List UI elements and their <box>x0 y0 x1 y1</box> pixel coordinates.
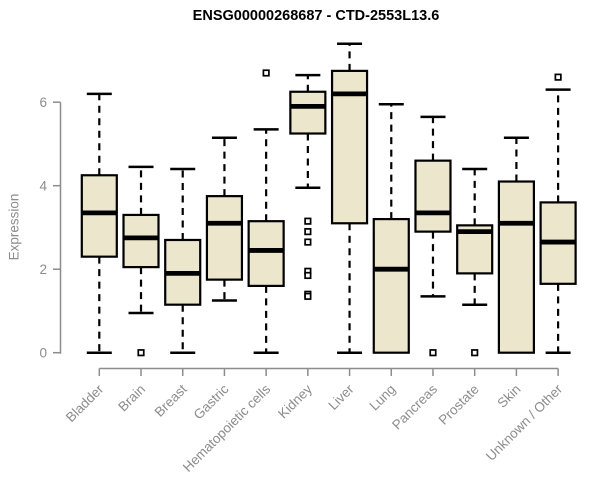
boxplot-brain <box>122 165 160 357</box>
x-axis-category-label: Kidney <box>275 381 315 421</box>
x-axis-category-label: Bladder <box>63 381 107 425</box>
outlier-point <box>304 292 312 300</box>
y-axis-tick-label: 2 <box>39 262 47 277</box>
y-axis-tick-label: 4 <box>39 178 47 193</box>
box <box>330 69 369 225</box>
boxplot-skin <box>497 136 535 354</box>
boxplot-breast <box>164 167 202 354</box>
boxplot-hematopoietic-cells <box>247 69 285 354</box>
boxplot-liver <box>330 42 369 354</box>
outlier-point <box>304 217 312 225</box>
boxplot-gastric <box>205 136 244 302</box>
x-axis-category-label: Liver <box>325 381 357 413</box>
x-axis-category-label: Brain <box>115 382 148 415</box>
box <box>247 220 285 288</box>
box <box>497 180 535 354</box>
outlier-point <box>471 349 479 357</box>
boxplot-pancreas <box>414 115 452 357</box>
x-axis-category-label: Pancreas <box>389 381 440 432</box>
x-axis-category-label: Unknown / Other <box>483 381 566 464</box>
outlier-point <box>304 228 312 236</box>
boxplot-lung <box>372 103 410 354</box>
boxplot-prostate <box>456 167 494 357</box>
outlier-point <box>429 349 437 357</box>
boxplot-bladder <box>80 92 118 354</box>
box <box>414 159 452 233</box>
x-axis-category-label: Breast <box>152 381 190 419</box>
x-axis-category-label: Gastric <box>191 381 232 422</box>
y-axis-tick-label: 6 <box>39 95 47 110</box>
box <box>80 174 118 258</box>
outlier-point <box>304 238 312 246</box>
outlier-point <box>137 349 145 357</box>
boxplot-kidney <box>289 73 327 300</box>
outlier-point <box>554 73 562 81</box>
box <box>289 90 327 135</box>
x-axis-category-label: Lung <box>367 382 399 414</box>
box <box>372 218 410 354</box>
outlier-point <box>262 69 270 77</box>
outlier-point <box>304 271 312 280</box>
chart-title: ENSG00000268687 - CTD-2553L13.6 <box>192 8 440 24</box>
box <box>205 195 244 281</box>
x-axis-category-label: Prostate <box>436 382 482 428</box>
boxplot-unknown-other <box>539 73 577 354</box>
x-axis-category-label: Skin <box>494 382 523 411</box>
box <box>122 213 160 269</box>
y-axis-tick-label: 0 <box>39 345 47 360</box>
